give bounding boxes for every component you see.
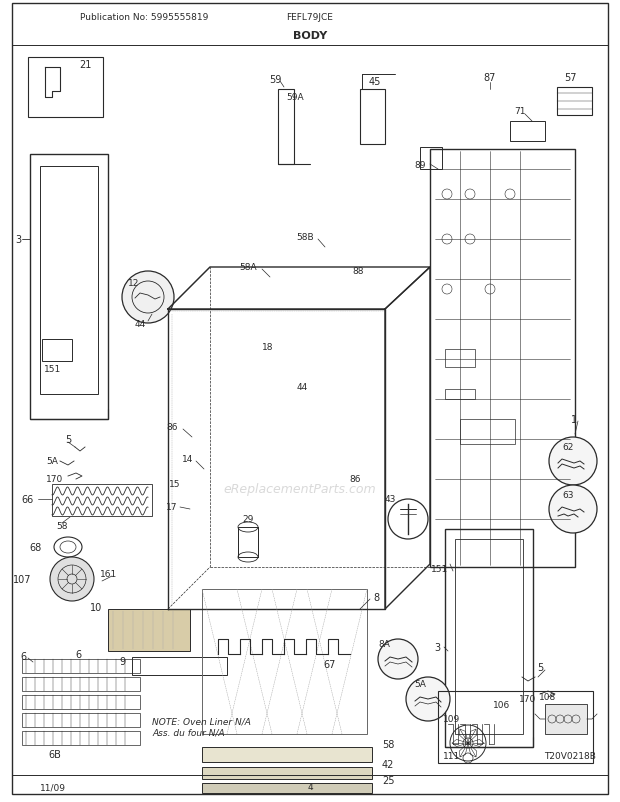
Text: 42: 42 <box>382 759 394 769</box>
Bar <box>52 484 152 516</box>
Bar <box>202 767 372 779</box>
Bar <box>360 90 385 145</box>
Text: 6B: 6B <box>48 749 61 759</box>
Text: 5: 5 <box>65 435 71 444</box>
Text: 58A: 58A <box>239 263 257 272</box>
Bar <box>40 167 98 395</box>
Text: 59A: 59A <box>286 93 304 103</box>
Text: 57: 57 <box>564 73 576 83</box>
Text: 68: 68 <box>30 542 42 553</box>
Text: 11/09: 11/09 <box>40 783 66 792</box>
Bar <box>557 88 592 115</box>
Bar <box>445 529 533 747</box>
Text: 25: 25 <box>382 775 394 785</box>
Text: 45: 45 <box>369 77 381 87</box>
Text: 109: 109 <box>443 715 461 723</box>
Text: 161: 161 <box>100 569 117 579</box>
Text: 14: 14 <box>182 455 193 464</box>
Text: BODY: BODY <box>293 31 327 41</box>
Circle shape <box>378 639 418 679</box>
Text: 8: 8 <box>373 592 379 602</box>
Text: T20V0218B: T20V0218B <box>544 751 596 760</box>
Text: 151: 151 <box>432 565 449 573</box>
Bar <box>30 155 108 419</box>
Bar <box>22 677 140 691</box>
Text: 107: 107 <box>13 574 31 585</box>
Text: 108: 108 <box>539 693 557 702</box>
Text: Publication No: 5995555819: Publication No: 5995555819 <box>80 14 208 22</box>
Text: 15: 15 <box>169 480 181 489</box>
Text: 8A: 8A <box>378 640 390 649</box>
Text: 5A: 5A <box>46 457 58 466</box>
Text: 89: 89 <box>414 160 426 169</box>
Bar <box>545 704 587 734</box>
Text: 58: 58 <box>382 739 394 749</box>
Text: 6: 6 <box>75 649 81 659</box>
Text: 88: 88 <box>352 267 364 276</box>
Text: 21: 21 <box>79 60 91 70</box>
Text: 18: 18 <box>262 343 274 352</box>
Text: 87: 87 <box>484 73 496 83</box>
Text: 29: 29 <box>242 515 254 524</box>
Text: 111: 111 <box>443 751 461 760</box>
Text: 1: 1 <box>571 415 577 424</box>
Circle shape <box>406 677 450 721</box>
Text: 67: 67 <box>324 659 336 669</box>
Circle shape <box>549 485 597 533</box>
Text: 170: 170 <box>520 695 537 703</box>
Text: 43: 43 <box>384 495 396 504</box>
Text: 66: 66 <box>22 494 34 504</box>
Bar <box>22 713 140 727</box>
Text: 170: 170 <box>46 475 64 484</box>
Bar <box>42 339 72 362</box>
Text: FEFL79JCE: FEFL79JCE <box>286 14 334 22</box>
Text: 3: 3 <box>15 235 21 245</box>
Bar <box>202 747 372 762</box>
Circle shape <box>122 272 174 323</box>
Bar <box>455 539 523 734</box>
Bar <box>420 148 442 170</box>
Text: NOTE: Oven Liner N/A
Ass. du four N/A: NOTE: Oven Liner N/A Ass. du four N/A <box>152 717 251 736</box>
Text: 5: 5 <box>537 662 543 672</box>
Bar <box>238 528 258 557</box>
Bar <box>22 695 140 709</box>
Text: 9: 9 <box>119 656 125 666</box>
Text: 44: 44 <box>135 320 146 329</box>
Text: 63: 63 <box>562 491 574 500</box>
Circle shape <box>50 557 94 602</box>
Text: 3: 3 <box>434 642 440 652</box>
Text: 10: 10 <box>90 602 102 612</box>
Text: 6: 6 <box>20 651 26 661</box>
Circle shape <box>549 437 597 485</box>
Text: 106: 106 <box>494 701 511 710</box>
Bar <box>132 657 227 675</box>
Bar <box>510 122 545 142</box>
Text: 71: 71 <box>514 107 526 116</box>
Text: 58B: 58B <box>296 233 314 242</box>
Text: 5A: 5A <box>414 679 426 689</box>
Bar <box>430 150 575 567</box>
Bar <box>22 659 140 673</box>
Bar <box>28 58 103 118</box>
Bar <box>445 350 475 367</box>
Bar <box>202 589 367 734</box>
Text: 62: 62 <box>562 443 574 452</box>
Text: 86: 86 <box>166 423 178 432</box>
Text: 58: 58 <box>56 522 68 531</box>
Bar <box>460 419 515 444</box>
Bar <box>202 783 372 793</box>
Text: 59: 59 <box>269 75 281 85</box>
Text: 151: 151 <box>44 365 61 374</box>
Text: 12: 12 <box>128 279 140 288</box>
Bar <box>278 90 294 164</box>
Bar <box>108 610 190 651</box>
Text: 4: 4 <box>307 783 313 792</box>
Bar <box>445 390 475 399</box>
Bar <box>22 731 140 745</box>
Text: 17: 17 <box>166 503 178 512</box>
Text: eReplacementParts.com: eReplacementParts.com <box>224 483 376 496</box>
Text: 44: 44 <box>296 383 308 392</box>
Bar <box>438 691 593 763</box>
Text: 86: 86 <box>349 475 361 484</box>
